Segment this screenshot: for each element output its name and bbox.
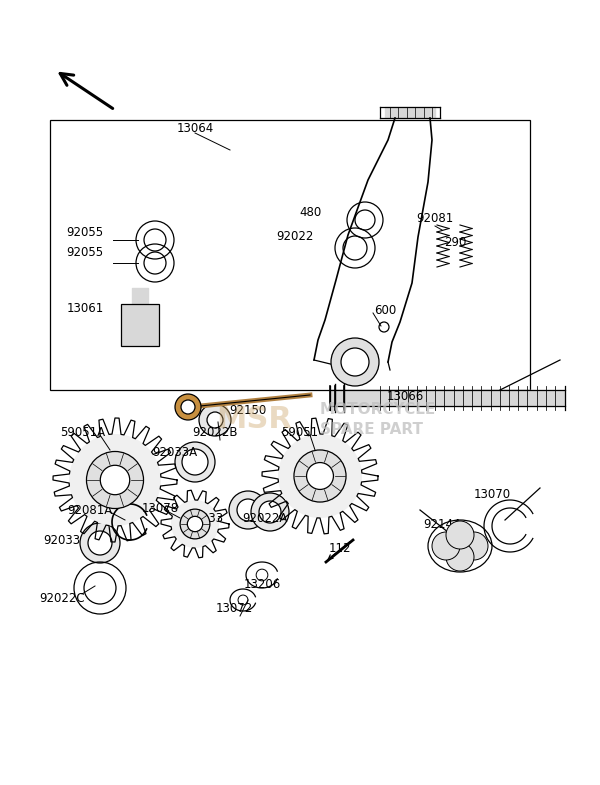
Circle shape [446, 543, 474, 571]
Text: 59051: 59051 [281, 425, 319, 439]
Circle shape [341, 348, 369, 376]
Text: 92022A: 92022A [242, 512, 287, 524]
Circle shape [187, 517, 203, 531]
Text: 13064: 13064 [176, 122, 214, 134]
Text: 92033: 92033 [43, 534, 80, 546]
Circle shape [460, 532, 488, 560]
Text: 112: 112 [329, 542, 351, 554]
Text: 59051A: 59051A [61, 425, 106, 439]
Circle shape [175, 442, 215, 482]
Text: 13078: 13078 [142, 502, 179, 514]
Text: 92144: 92144 [423, 517, 461, 531]
Circle shape [199, 404, 231, 436]
Circle shape [237, 499, 259, 521]
Circle shape [69, 434, 161, 526]
Circle shape [278, 434, 362, 518]
Text: 480: 480 [299, 206, 321, 220]
Text: 92022B: 92022B [192, 425, 238, 439]
Text: 290: 290 [444, 236, 466, 250]
Text: 92033: 92033 [187, 512, 224, 524]
Circle shape [446, 521, 474, 549]
Text: 92022: 92022 [277, 231, 314, 243]
Circle shape [294, 450, 346, 502]
Circle shape [307, 462, 334, 489]
Text: 92150: 92150 [229, 403, 266, 417]
Circle shape [86, 451, 143, 509]
Circle shape [100, 466, 130, 495]
Text: 600: 600 [374, 304, 396, 316]
Text: MSR: MSR [216, 406, 292, 435]
Text: 13066: 13066 [386, 389, 424, 403]
Circle shape [175, 394, 201, 420]
Circle shape [180, 509, 210, 539]
FancyBboxPatch shape [121, 304, 159, 346]
Circle shape [88, 531, 112, 555]
Text: 92033A: 92033A [152, 447, 197, 459]
Circle shape [331, 338, 379, 386]
Circle shape [229, 491, 267, 529]
Text: MOTORCYCLE: MOTORCYCLE [320, 403, 436, 418]
Circle shape [432, 532, 460, 560]
Circle shape [207, 412, 223, 428]
Text: 13206: 13206 [244, 579, 281, 592]
Circle shape [182, 449, 208, 475]
Text: 92022C: 92022C [39, 592, 85, 604]
Text: 92055: 92055 [67, 225, 104, 239]
Text: 92081: 92081 [416, 211, 454, 225]
Text: 13072: 13072 [215, 601, 253, 615]
Circle shape [80, 523, 120, 563]
Circle shape [259, 501, 281, 523]
Text: 13070: 13070 [473, 487, 511, 501]
Text: SPARE PART: SPARE PART [320, 422, 423, 437]
Text: 13061: 13061 [67, 301, 104, 315]
Text: 92081A: 92081A [67, 503, 113, 517]
Circle shape [181, 400, 195, 414]
Text: 92055: 92055 [67, 246, 104, 260]
Circle shape [171, 500, 219, 548]
Circle shape [251, 493, 289, 531]
